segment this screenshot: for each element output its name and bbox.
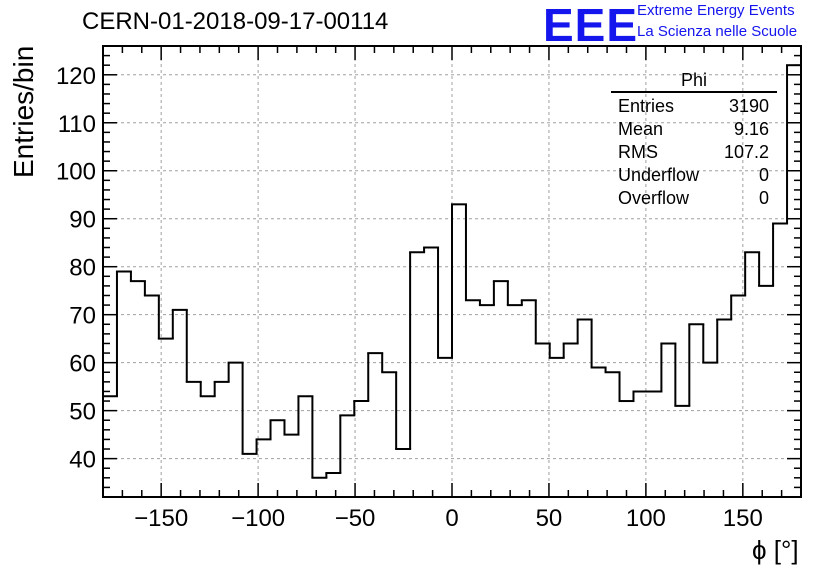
eee-logo: EEE (543, 0, 639, 51)
y-tick-label: 60 (69, 351, 96, 378)
stats-row-entries: Entries 3190 (611, 95, 777, 118)
logo-line-2: La Scienza nelle Scuole (637, 23, 798, 40)
stats-value: 107.2 (723, 142, 769, 162)
stats-value: 3190 (728, 96, 769, 116)
stats-row-overflow: Overflow 0 (611, 187, 777, 210)
x-tick-labels: −150 −100 −50 0 50 100 150 (134, 505, 763, 532)
x-tick-label: −50 (335, 505, 376, 532)
y-tick-label: 70 (69, 303, 96, 330)
y-tick-label: 90 (69, 207, 96, 234)
stats-label: Mean (618, 119, 664, 139)
y-tick-labels: 40 50 60 70 80 90 100 110 120 (56, 63, 96, 474)
y-tick-label: 40 (69, 447, 96, 474)
stats-box: Phi Entries 3190 Mean 9.16 RMS 107.2 Und… (611, 70, 777, 210)
y-tick-label: 50 (69, 399, 96, 426)
stats-row-underflow: Underflow 0 (611, 164, 777, 187)
x-tick-label: 50 (536, 505, 563, 532)
stats-value: 9.16 (733, 119, 769, 139)
y-axis-label: Entries/bin (8, 45, 39, 178)
stats-row-rms: RMS 107.2 (611, 141, 777, 164)
stats-value: 0 (758, 188, 769, 208)
histogram-series (102, 64, 802, 497)
y-tick-label: 120 (56, 63, 96, 90)
y-tick-label: 110 (58, 111, 96, 138)
logo-line-1: Extreme Energy Events (637, 2, 795, 19)
plot-frame (102, 45, 802, 498)
y-tick-label: 100 (56, 159, 96, 186)
stats-title: Phi (611, 70, 777, 93)
y-tick-label: 80 (69, 255, 96, 282)
x-tick-label: 150 (723, 505, 763, 532)
stats-label: RMS (618, 142, 658, 162)
x-tick-label: 100 (626, 505, 666, 532)
stats-row-mean: Mean 9.16 (611, 118, 777, 141)
stats-label: Entries (618, 96, 675, 116)
x-tick-label: −100 (231, 505, 285, 532)
stats-label: Overflow (618, 188, 690, 208)
x-tick-label: 0 (445, 505, 458, 532)
x-tick-label: −150 (134, 505, 188, 532)
axis-ticks (102, 45, 802, 497)
stats-value: 0 (758, 165, 769, 185)
stats-label: Underflow (618, 165, 700, 185)
run-title: CERN-01-2018-09-17-00114 (82, 8, 389, 35)
x-axis-label: ϕ [°] (752, 535, 799, 565)
